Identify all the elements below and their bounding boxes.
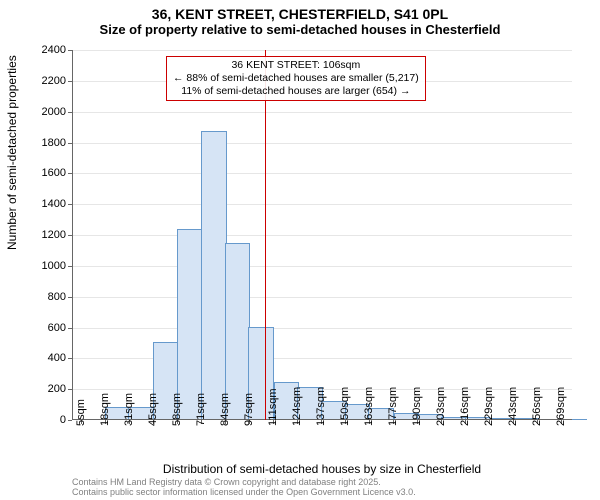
x-tick-label: 177sqm (387, 387, 399, 426)
annotation-line-3: 11% of semi-detached houses are larger (… (173, 85, 419, 98)
x-tick-label: 203sqm (435, 387, 447, 426)
annotation-box: 36 KENT STREET: 106sqm ← 88% of semi-det… (166, 56, 426, 101)
x-tick-label: 71sqm (195, 393, 207, 426)
x-tick-label: 5sqm (75, 399, 87, 426)
footer: Contains HM Land Registry data © Crown c… (72, 478, 416, 498)
plot-area: 0200400600800100012001400160018002000220… (72, 50, 572, 420)
bars (72, 50, 572, 420)
x-tick-label: 216sqm (459, 387, 471, 426)
x-tick-label: 45sqm (147, 393, 159, 426)
histogram-bar (201, 131, 227, 420)
x-tick-label: 243sqm (507, 387, 519, 426)
marker-line (265, 50, 267, 420)
x-tick-label: 124sqm (291, 387, 303, 426)
x-tick-label: 18sqm (99, 393, 111, 426)
x-tick-label: 163sqm (363, 387, 375, 426)
annotation-line-1: 36 KENT STREET: 106sqm (173, 59, 419, 72)
chart-container: 36, KENT STREET, CHESTERFIELD, S41 0PL S… (0, 0, 600, 500)
annotation-line-2: ← 88% of semi-detached houses are smalle… (173, 72, 419, 85)
y-axis-label: Number of semi-detached properties (5, 55, 19, 250)
x-tick-label: 84sqm (219, 393, 231, 426)
x-tick-label: 256sqm (531, 387, 543, 426)
y-axis-line (72, 50, 73, 420)
x-tick-label: 269sqm (555, 387, 567, 426)
x-tick-label: 190sqm (411, 387, 423, 426)
title-block: 36, KENT STREET, CHESTERFIELD, S41 0PL S… (0, 6, 600, 37)
x-tick-label: 58sqm (171, 393, 183, 426)
title-main: 36, KENT STREET, CHESTERFIELD, S41 0PL (0, 6, 600, 22)
title-sub: Size of property relative to semi-detach… (0, 22, 600, 37)
footer-line-2: Contains public sector information licen… (72, 488, 416, 498)
x-tick-label: 150sqm (339, 387, 351, 426)
x-tick-label: 137sqm (315, 387, 327, 426)
x-tick-label: 31sqm (123, 393, 135, 426)
x-tick-label: 229sqm (483, 387, 495, 426)
x-tick-label: 111sqm (267, 388, 279, 426)
histogram-bar (177, 229, 203, 420)
x-tick-label: 97sqm (243, 393, 255, 426)
x-axis-label: Distribution of semi-detached houses by … (72, 462, 572, 476)
